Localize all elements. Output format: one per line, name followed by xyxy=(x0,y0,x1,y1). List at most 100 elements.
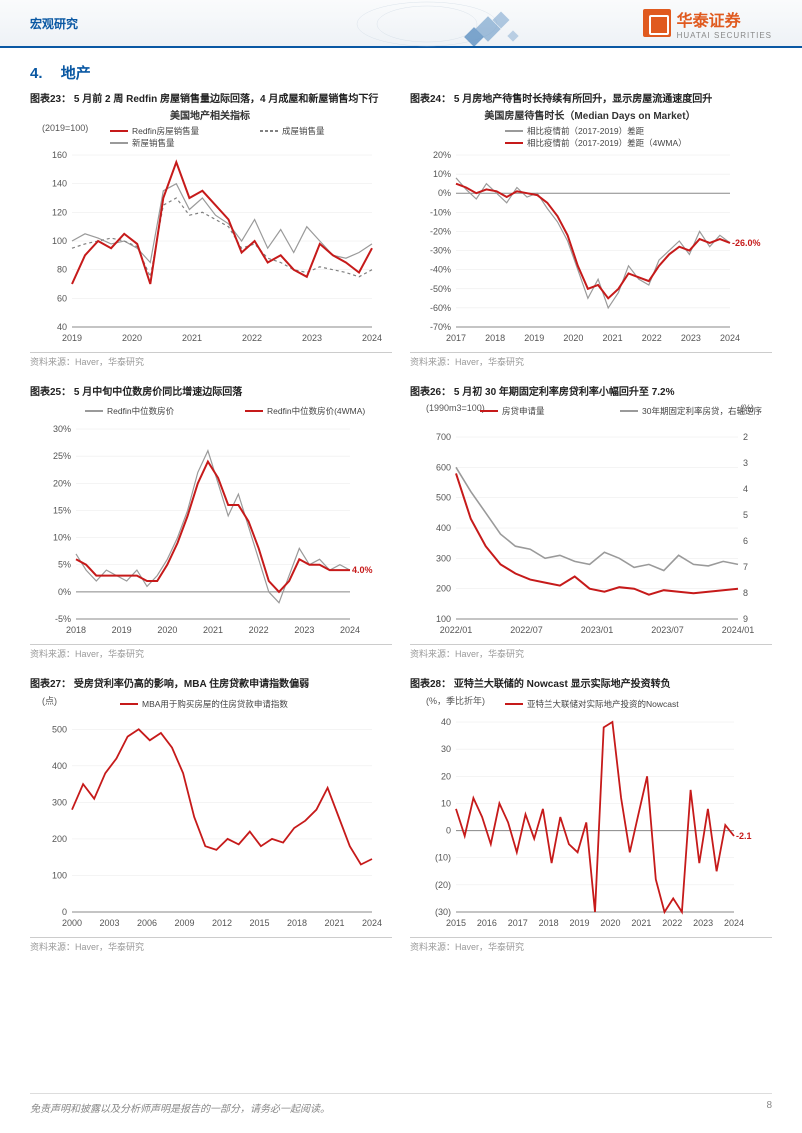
svg-text:2020: 2020 xyxy=(563,333,583,343)
svg-text:700: 700 xyxy=(436,432,451,442)
svg-text:20%: 20% xyxy=(433,150,451,160)
svg-text:2024/01: 2024/01 xyxy=(722,625,755,635)
svg-text:500: 500 xyxy=(52,724,67,734)
svg-text:3: 3 xyxy=(743,458,748,468)
svg-text:2018: 2018 xyxy=(66,625,86,635)
svg-text:2024: 2024 xyxy=(362,918,382,928)
svg-text:Redfin房屋销售量: Redfin房屋销售量 xyxy=(132,126,200,136)
svg-text:(1990m3=100): (1990m3=100) xyxy=(426,403,485,413)
svg-text:(20): (20) xyxy=(435,879,451,889)
svg-text:2017: 2017 xyxy=(508,918,528,928)
svg-text:600: 600 xyxy=(436,462,451,472)
chart-svg: -70%-60%-50%-40%-30%-20%-10%0%10%20%2017… xyxy=(410,109,770,349)
logo-name: 华泰证券 xyxy=(677,7,772,31)
chart-source: 资料来源：Haver，华泰研究 xyxy=(30,940,392,953)
svg-text:4: 4 xyxy=(743,484,748,494)
svg-text:2000: 2000 xyxy=(62,918,82,928)
svg-text:120: 120 xyxy=(52,207,67,217)
svg-text:相比疫情前（2017-2019）差距: 相比疫情前（2017-2019）差距 xyxy=(527,126,645,136)
svg-text:5%: 5% xyxy=(58,560,71,570)
chart-caption: 图表26： 5 月初 30 年期固定利率房贷利率小幅回升至 7.2% xyxy=(410,386,772,400)
page-number: 8 xyxy=(766,1100,772,1115)
svg-text:Redfin中位数房价(4WMA): Redfin中位数房价(4WMA) xyxy=(267,406,365,416)
svg-text:4.0%: 4.0% xyxy=(352,565,373,575)
svg-text:2021: 2021 xyxy=(603,333,623,343)
svg-text:2019: 2019 xyxy=(112,625,132,635)
svg-text:25%: 25% xyxy=(53,451,71,461)
svg-text:2022: 2022 xyxy=(249,625,269,635)
svg-text:300: 300 xyxy=(436,553,451,563)
svg-text:2016: 2016 xyxy=(477,918,497,928)
svg-text:-26.0%: -26.0% xyxy=(732,237,761,247)
chart-caption: 图表23： 5 月前 2 周 Redfin 房屋销售量边际回落，4 月成屋和新屋… xyxy=(30,93,392,107)
chart-source: 资料来源：Haver，华泰研究 xyxy=(30,355,392,368)
logo-subtitle: HUATAI SECURITIES xyxy=(677,31,772,40)
svg-text:2023: 2023 xyxy=(302,333,322,343)
svg-text:140: 140 xyxy=(52,178,67,188)
svg-text:40: 40 xyxy=(57,322,67,332)
svg-text:2024: 2024 xyxy=(724,918,744,928)
footer-disclaimer: 免责声明和披露以及分析师声明是报告的一部分，请务必一起阅读。 xyxy=(30,1100,330,1115)
svg-text:2023: 2023 xyxy=(693,918,713,928)
svg-text:400: 400 xyxy=(436,523,451,533)
chart-28: 图表28： 亚特兰大联储的 Nowcast 显示实际地产投资转负 (30)(20… xyxy=(410,678,772,961)
svg-text:2015: 2015 xyxy=(446,918,466,928)
svg-text:2022: 2022 xyxy=(662,918,682,928)
svg-text:-2.1: -2.1 xyxy=(736,831,752,841)
svg-text:2018: 2018 xyxy=(287,918,307,928)
svg-text:2: 2 xyxy=(743,432,748,442)
svg-text:2023: 2023 xyxy=(681,333,701,343)
svg-text:-40%: -40% xyxy=(430,264,451,274)
svg-text:200: 200 xyxy=(52,833,67,843)
svg-text:500: 500 xyxy=(436,493,451,503)
svg-text:相比疫情前（2017-2019）差距（4WMA）: 相比疫情前（2017-2019）差距（4WMA） xyxy=(527,138,687,148)
svg-text:-70%: -70% xyxy=(430,322,451,332)
svg-text:2023/01: 2023/01 xyxy=(581,625,614,635)
svg-text:30%: 30% xyxy=(53,424,71,434)
page-header: 宏观研究 华泰证券 HUATAI SECURITIES xyxy=(0,0,802,48)
chart-caption: 图表25： 5 月中旬中位数房价同比增速边际回落 xyxy=(30,386,392,400)
brand-logo: 华泰证券 HUATAI SECURITIES xyxy=(643,7,772,40)
svg-text:2024: 2024 xyxy=(340,625,360,635)
svg-text:9: 9 xyxy=(743,614,748,624)
svg-text:(%，季比折年): (%，季比折年) xyxy=(426,695,485,706)
chart-svg: -5%0%5%10%15%20%25%30%201820192020202120… xyxy=(30,401,390,641)
svg-text:2019: 2019 xyxy=(524,333,544,343)
svg-text:2021: 2021 xyxy=(324,918,344,928)
logo-icon xyxy=(643,9,671,37)
svg-text:2006: 2006 xyxy=(137,918,157,928)
svg-text:亚特兰大联储对实际地产投资的Nowcast: 亚特兰大联储对实际地产投资的Nowcast xyxy=(527,699,679,709)
svg-text:2023: 2023 xyxy=(294,625,314,635)
chart-svg: (30)(20)(10)0102030402015201620172018201… xyxy=(410,694,770,934)
svg-text:Redfin中位数房价: Redfin中位数房价 xyxy=(107,406,175,416)
chart-27: 图表27： 受房贷利率仍高的影响，MBA 住房贷款申请指数偏弱 01002003… xyxy=(30,678,392,961)
svg-text:100: 100 xyxy=(52,236,67,246)
chart-25: 图表25： 5 月中旬中位数房价同比增速边际回落 -5%0%5%10%15%20… xyxy=(30,386,392,669)
svg-text:MBA用于购买房屋的住房贷款申请指数: MBA用于购买房屋的住房贷款申请指数 xyxy=(142,699,288,709)
content-area: 4. 地产 图表23： 5 月前 2 周 Redfin 房屋销售量边际回落，4 … xyxy=(0,48,802,961)
chart-grid: 图表23： 5 月前 2 周 Redfin 房屋销售量边际回落，4 月成屋和新屋… xyxy=(30,93,772,961)
svg-text:60: 60 xyxy=(57,293,67,303)
svg-text:20: 20 xyxy=(441,771,451,781)
svg-text:40: 40 xyxy=(441,717,451,727)
svg-text:2020: 2020 xyxy=(157,625,177,635)
svg-text:20%: 20% xyxy=(53,478,71,488)
svg-text:30: 30 xyxy=(441,744,451,754)
svg-text:2021: 2021 xyxy=(182,333,202,343)
svg-text:5: 5 xyxy=(743,510,748,520)
header-category: 宏观研究 xyxy=(30,15,78,32)
svg-text:2018: 2018 xyxy=(485,333,505,343)
svg-text:成屋销售量: 成屋销售量 xyxy=(282,126,325,136)
svg-text:10: 10 xyxy=(441,798,451,808)
svg-text:-50%: -50% xyxy=(430,283,451,293)
svg-text:160: 160 xyxy=(52,150,67,160)
chart-source: 资料来源：Haver，华泰研究 xyxy=(410,647,772,660)
section-name: 地产 xyxy=(61,65,91,82)
svg-text:-20%: -20% xyxy=(430,226,451,236)
svg-text:新屋销售量: 新屋销售量 xyxy=(132,138,175,148)
svg-text:2020: 2020 xyxy=(600,918,620,928)
chart-24: 图表24： 5 月房地产待售时长持续有所回升，显示房屋流通速度回升 -70%-6… xyxy=(410,93,772,376)
chart-caption: 图表28： 亚特兰大联储的 Nowcast 显示实际地产投资转负 xyxy=(410,678,772,692)
svg-text:-60%: -60% xyxy=(430,302,451,312)
svg-text:美国地产相关指标: 美国地产相关指标 xyxy=(170,109,250,122)
